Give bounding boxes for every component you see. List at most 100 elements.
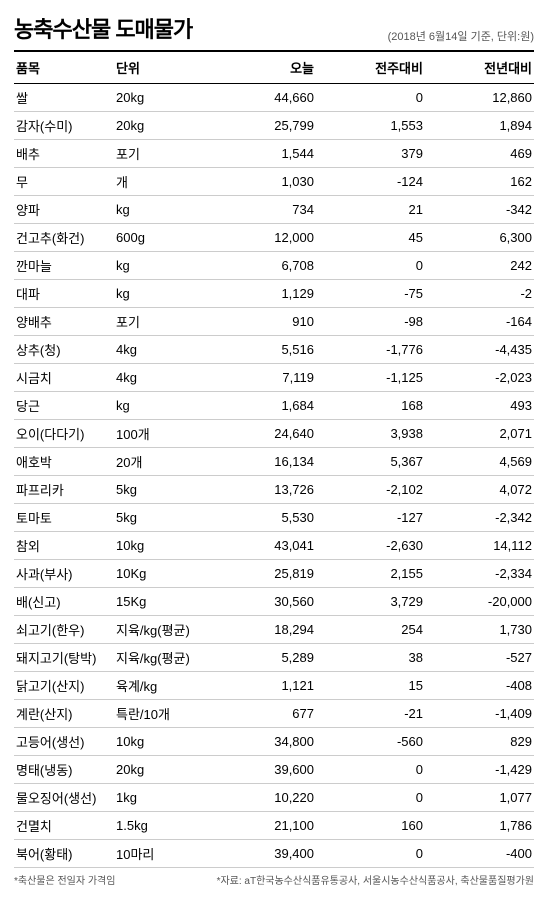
- cell-unit: 10kg: [114, 532, 224, 560]
- cell-week: 3,729: [316, 588, 425, 616]
- table-row: 돼지고기(탕박)지육/kg(평균)5,28938-527: [14, 644, 534, 672]
- cell-unit: 포기: [114, 140, 224, 168]
- cell-year: -1,409: [425, 700, 534, 728]
- cell-week: 0: [316, 840, 425, 868]
- table-row: 북어(황태)10마리39,4000-400: [14, 840, 534, 868]
- table-row: 물오징어(생선)1kg10,22001,077: [14, 784, 534, 812]
- cell-week: 3,938: [316, 420, 425, 448]
- cell-year: 1,730: [425, 616, 534, 644]
- table-row: 쇠고기(한우)지육/kg(평균)18,2942541,730: [14, 616, 534, 644]
- cell-item: 토마토: [14, 504, 114, 532]
- cell-item: 오이(다다기): [14, 420, 114, 448]
- cell-week: 5,367: [316, 448, 425, 476]
- table-row: 고등어(생선)10kg34,800-560829: [14, 728, 534, 756]
- cell-unit: 개: [114, 168, 224, 196]
- cell-week: -98: [316, 308, 425, 336]
- cell-unit: 지육/kg(평균): [114, 616, 224, 644]
- table-row: 양파kg73421-342: [14, 196, 534, 224]
- cell-today: 44,660: [224, 84, 316, 112]
- cell-item: 건고추(화건): [14, 224, 114, 252]
- cell-today: 13,726: [224, 476, 316, 504]
- cell-item: 깐마늘: [14, 252, 114, 280]
- cell-today: 24,640: [224, 420, 316, 448]
- table-row: 깐마늘kg6,7080242: [14, 252, 534, 280]
- cell-year: -400: [425, 840, 534, 868]
- cell-week: 0: [316, 756, 425, 784]
- table-row: 계란(산지)특란/10개677-21-1,409: [14, 700, 534, 728]
- cell-unit: 지육/kg(평균): [114, 644, 224, 672]
- cell-today: 1,544: [224, 140, 316, 168]
- cell-week: 15: [316, 672, 425, 700]
- cell-week: -124: [316, 168, 425, 196]
- cell-year: 469: [425, 140, 534, 168]
- cell-year: 4,569: [425, 448, 534, 476]
- cell-unit: 10마리: [114, 840, 224, 868]
- cell-item: 대파: [14, 280, 114, 308]
- cell-today: 30,560: [224, 588, 316, 616]
- cell-unit: 20kg: [114, 112, 224, 140]
- cell-week: 254: [316, 616, 425, 644]
- cell-item: 애호박: [14, 448, 114, 476]
- cell-year: -527: [425, 644, 534, 672]
- table-row: 상추(청)4kg5,516-1,776-4,435: [14, 336, 534, 364]
- col-today: 오늘: [224, 51, 316, 84]
- table-row: 닭고기(산지)육계/kg1,12115-408: [14, 672, 534, 700]
- cell-unit: 10kg: [114, 728, 224, 756]
- cell-today: 39,400: [224, 840, 316, 868]
- col-item: 품목: [14, 51, 114, 84]
- cell-unit: kg: [114, 252, 224, 280]
- table-row: 쌀20kg44,660012,860: [14, 84, 534, 112]
- cell-item: 고등어(생선): [14, 728, 114, 756]
- cell-year: -164: [425, 308, 534, 336]
- cell-item: 파프리카: [14, 476, 114, 504]
- cell-year: 4,072: [425, 476, 534, 504]
- cell-unit: 100개: [114, 420, 224, 448]
- table-row: 시금치4kg7,119-1,125-2,023: [14, 364, 534, 392]
- cell-week: 2,155: [316, 560, 425, 588]
- cell-year: -408: [425, 672, 534, 700]
- cell-year: 14,112: [425, 532, 534, 560]
- cell-year: 1,077: [425, 784, 534, 812]
- cell-unit: 4kg: [114, 336, 224, 364]
- col-week: 전주대비: [316, 51, 425, 84]
- col-year: 전년대비: [425, 51, 534, 84]
- footnote-right: *자료: aT한국농수산식품유통공사, 서울시농수산식품공사, 축산물품질평가원: [217, 872, 534, 887]
- cell-item: 배추: [14, 140, 114, 168]
- cell-item: 상추(청): [14, 336, 114, 364]
- cell-year: 493: [425, 392, 534, 420]
- cell-year: -2,023: [425, 364, 534, 392]
- cell-week: -2,630: [316, 532, 425, 560]
- cell-week: -127: [316, 504, 425, 532]
- cell-unit: 1.5kg: [114, 812, 224, 840]
- footnote-left: *축산물은 전일자 가격임: [14, 872, 115, 887]
- cell-unit: 20개: [114, 448, 224, 476]
- cell-year: -4,435: [425, 336, 534, 364]
- cell-today: 7,119: [224, 364, 316, 392]
- cell-today: 25,799: [224, 112, 316, 140]
- cell-unit: 20kg: [114, 84, 224, 112]
- cell-item: 시금치: [14, 364, 114, 392]
- cell-week: -560: [316, 728, 425, 756]
- cell-week: -75: [316, 280, 425, 308]
- cell-today: 5,516: [224, 336, 316, 364]
- cell-item: 참외: [14, 532, 114, 560]
- cell-year: 1,786: [425, 812, 534, 840]
- cell-week: 38: [316, 644, 425, 672]
- cell-item: 양파: [14, 196, 114, 224]
- cell-unit: 특란/10개: [114, 700, 224, 728]
- cell-week: -2,102: [316, 476, 425, 504]
- cell-today: 18,294: [224, 616, 316, 644]
- cell-today: 21,100: [224, 812, 316, 840]
- cell-week: -1,125: [316, 364, 425, 392]
- cell-today: 5,530: [224, 504, 316, 532]
- cell-week: 1,553: [316, 112, 425, 140]
- cell-week: 160: [316, 812, 425, 840]
- table-row: 명태(냉동)20kg39,6000-1,429: [14, 756, 534, 784]
- col-unit: 단위: [114, 51, 224, 84]
- cell-today: 12,000: [224, 224, 316, 252]
- cell-unit: 5kg: [114, 504, 224, 532]
- cell-unit: 15Kg: [114, 588, 224, 616]
- table-row: 배(신고)15Kg30,5603,729-20,000: [14, 588, 534, 616]
- table-row: 파프리카5kg13,726-2,1024,072: [14, 476, 534, 504]
- table-row: 참외10kg43,041-2,63014,112: [14, 532, 534, 560]
